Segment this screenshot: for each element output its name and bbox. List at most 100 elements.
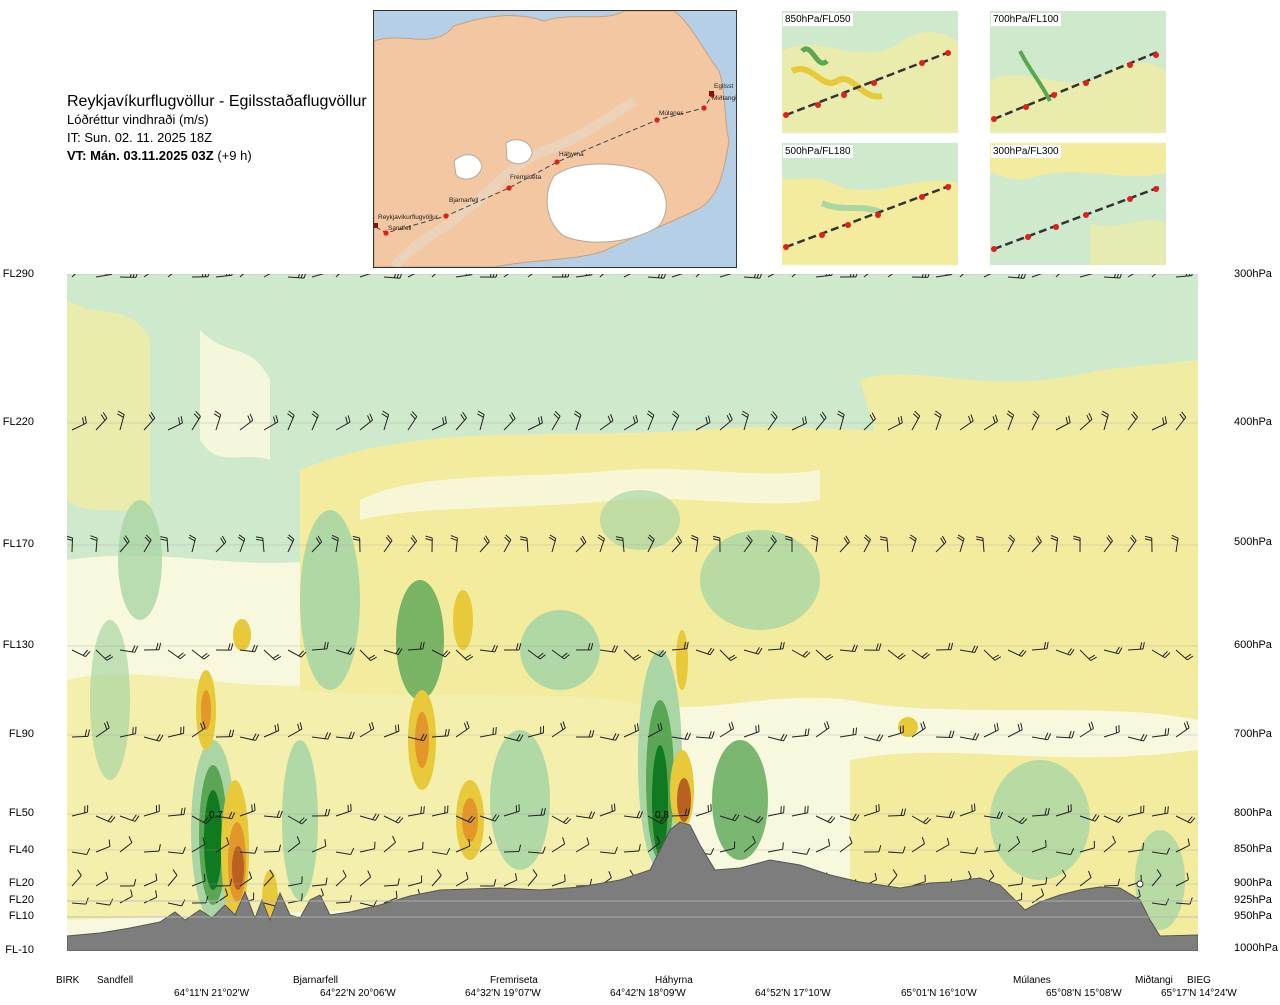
wind-barb [1127,733,1148,742]
map-station-dot [506,185,512,191]
wind-barb [839,535,850,553]
wind-barb [1144,535,1153,553]
wind-barb [1073,535,1081,553]
wind-barb [143,274,150,278]
wind-barb [1031,274,1042,278]
level-gridlines [67,274,1198,951]
wind-barb [71,416,87,431]
thumbnail-850hpa[interactable]: 850hPa/FL050 [782,11,958,133]
wind-barb [1055,415,1071,431]
wind-barb [359,841,376,853]
wind-barb [599,803,616,817]
glacier-vatnajokull [546,163,667,243]
field-contour [204,790,222,890]
field-contour [1135,830,1185,930]
field-contour [712,740,768,860]
coordinate-label: 64°52'N 17°10'W [755,988,831,999]
wind-barb [1175,838,1190,853]
route-map-svg: Reykjavíkurflugvöllur Sandfell Bjarnarfell… [374,11,736,267]
wind-barb [1175,649,1194,661]
wind-barb [213,410,222,431]
coordinate-label: 65°01'N 16°10'W [901,988,977,999]
issue-time: IT: Sun. 02. 11. 2025 18Z [67,130,213,145]
wind-barb [815,274,833,278]
wind-barb [719,813,740,822]
wind-barb [311,535,323,553]
wind-barb [527,274,533,278]
wind-barb [767,733,788,742]
map-station-dot [383,230,389,236]
wind-barb [520,536,529,553]
wind-barb [839,836,853,853]
wind-barb [1175,815,1196,824]
wind-barb [359,870,372,887]
wind-barb [959,803,976,817]
wind-barb [143,734,164,742]
wind-barb [352,535,361,553]
wind-barb [479,836,493,853]
wind-barb [1007,649,1027,657]
hpa-label: 1000hPa [1234,942,1279,954]
route-line [375,94,713,234]
wind-barb [119,274,138,278]
wind-barb [407,535,418,553]
wind-barb [143,642,162,651]
thumbnail-label: 300hPa/FL300 [991,145,1061,158]
wind-barb [599,274,604,278]
wind-barb [119,814,140,822]
wind-barb [215,811,236,820]
wind-barb [597,534,605,553]
wind-barb [119,836,133,853]
wind-barb [551,837,566,853]
wind-barb [791,274,797,278]
hpa-label: 850hPa [1234,843,1272,855]
wind-barb [839,274,858,278]
wind-barb [455,274,473,278]
wind-barb [935,274,953,278]
wind-barb [791,649,811,658]
wind-barb [479,644,499,653]
wind-barb [1175,411,1187,431]
wind-barb [791,728,810,738]
thumbnail-700hpa[interactable]: 700hPa/FL100 [990,11,1166,133]
wind-barb [95,839,111,853]
field-contour [490,730,550,870]
map-station-dot [701,105,707,111]
wind-barb [935,642,954,651]
wind-barb [1171,534,1179,553]
hpa-label: 600hPa [1234,639,1272,651]
wind-barb [335,847,355,855]
wind-barb [1031,839,1047,853]
fl-label: FL10 [8,910,34,922]
valid-time: VT: Mán. 03.11.2025 03Z [67,148,214,163]
wind-barb [741,410,749,431]
wind-barb [287,836,301,853]
wind-barb [1103,878,1121,887]
wind-barb [119,726,137,738]
wind-barb [1007,815,1028,825]
thumbnail-500hpa[interactable]: 500hPa/FL180 [782,143,958,265]
wind-barb [455,721,470,738]
field-contour [282,740,318,900]
wind-barb [647,649,667,658]
wind-barb [1079,840,1095,853]
wind-barb [695,274,700,278]
wind-barb [551,649,570,660]
wind-barb [335,647,355,655]
wind-barb [647,836,661,853]
wind-barb [863,804,880,817]
wind-barb [551,815,572,825]
wind-barb [548,534,557,553]
wind-barb [1175,721,1190,738]
wind-barb [1127,805,1145,817]
wind-barb [599,645,619,653]
wind-barb [1151,649,1171,659]
waypoint-label: BIRK [56,975,80,986]
wind-barb [383,724,400,738]
wind-barb [383,647,403,656]
wind-barb [527,649,546,660]
wind-barb [239,733,260,741]
thumbnail-300hpa[interactable]: 300hPa/FL300 [990,143,1166,265]
wind-barb [1031,641,1049,651]
wind-barb [1079,274,1094,278]
